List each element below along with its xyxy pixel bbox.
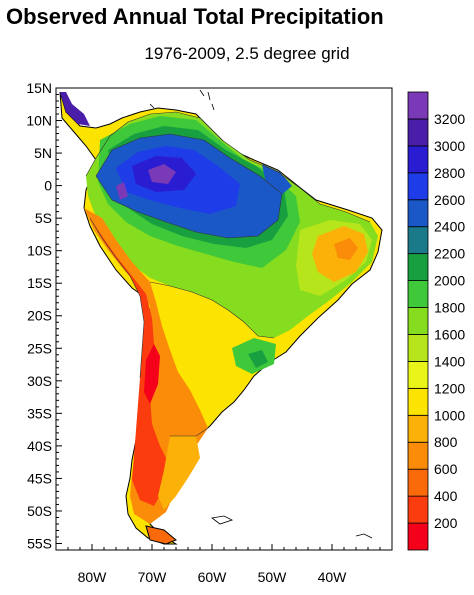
colorbar-swatch (407, 118, 429, 147)
lat-tick-label: 20S (27, 308, 52, 324)
lat-tick-label: 55S (27, 535, 52, 551)
colorbar-swatch (407, 226, 429, 255)
colorbar-swatch (407, 307, 429, 335)
lat-tick-label: 35S (27, 405, 52, 421)
colorbar-swatch (407, 334, 429, 362)
lon-tick-label: 80W (78, 569, 108, 585)
colorbar-label: 1400 (434, 353, 465, 369)
zone-guiana (262, 164, 292, 196)
lon-tick-label: 40W (318, 569, 348, 585)
colorbar-label: 1200 (434, 380, 465, 396)
colorbar-label: 400 (434, 488, 458, 504)
zone-patagonia (158, 436, 200, 510)
lat-tick-label: 15N (26, 80, 52, 96)
lat-tick-label: 10S (27, 243, 52, 259)
zone-andes-red (90, 218, 170, 506)
colorbar-swatch (407, 145, 429, 174)
lat-tick-label: 0 (44, 178, 52, 194)
colorbar-swatch (407, 441, 429, 470)
colorbar-label: 2800 (434, 165, 465, 181)
colorbar-swatch (407, 280, 429, 308)
lat-tick-label: 25S (27, 340, 52, 356)
colorbar-label: 2400 (434, 219, 465, 235)
colorbar-label: 3000 (434, 138, 465, 154)
colorbar-label: 2600 (434, 192, 465, 208)
colorbar-swatch (407, 253, 429, 281)
continent (59, 91, 383, 545)
colorbar-label: 2000 (434, 273, 465, 289)
colorbar-label: 800 (434, 434, 458, 450)
lon-tick-label: 70W (138, 569, 168, 585)
lat-tick-label: 30S (27, 373, 52, 389)
lat-tick-label: 5N (34, 145, 52, 161)
lat-tick-label: 45S (27, 470, 52, 486)
colorbar-label: 2200 (434, 246, 465, 262)
falklands (211, 515, 234, 525)
lat-tick-label: 40S (27, 438, 52, 454)
colorbar-swatch (407, 495, 429, 524)
lon-tick-label: 60W (198, 569, 228, 585)
zone-atacama (144, 344, 160, 404)
colorbar-label: 1000 (434, 407, 465, 423)
zone-tdf (145, 525, 177, 545)
colorbar-swatch (407, 91, 429, 120)
zone-purple-west (116, 182, 128, 200)
longitude-axis: 80W 70W 60W 50W 40W (55, 544, 393, 585)
zone-ne-core (334, 238, 358, 260)
colorbar-label: 1800 (434, 300, 465, 316)
colorbar-swatch (407, 199, 429, 228)
colorbar-label: 600 (434, 461, 458, 477)
zone-south-teal (248, 350, 268, 368)
latitude-axis: 15N 10N 5N 0 5S 10S 15S 20S 25S 30S 35S 40S 45S 50S 55… (26, 80, 62, 551)
lon-tick-label: 50W (258, 569, 288, 585)
colorbar-swatch (407, 172, 429, 201)
colorbar: 200 400 600 800 1000 1200 1400 1600 1800 2000 2200… (407, 91, 465, 551)
zone-purple (148, 164, 176, 184)
lat-tick-label: 15S (27, 275, 52, 291)
lat-tick-label: 5S (35, 210, 52, 226)
lat-tick-label: 50S (27, 503, 52, 519)
contour-lines (85, 111, 371, 437)
colorbar-swatch (407, 468, 429, 497)
colorbar-swatch (407, 361, 429, 389)
colorbar-swatch (407, 414, 429, 443)
lat-tick-label: 10N (26, 113, 52, 129)
colorbar-label: 1600 (434, 326, 465, 342)
colorbar-swatch (407, 522, 429, 551)
chart-title: Observed Annual Total Precipitation (6, 4, 384, 29)
caribbean-islands (149, 89, 215, 111)
chart-subtitle: 1976-2009, 2.5 degree grid (144, 44, 350, 63)
colorbar-label: 200 (434, 515, 458, 531)
colorbar-label: 3200 (434, 111, 465, 127)
zone-nw-purple (60, 92, 90, 126)
colorbar-swatch (407, 387, 429, 416)
south-georgia (355, 533, 373, 539)
